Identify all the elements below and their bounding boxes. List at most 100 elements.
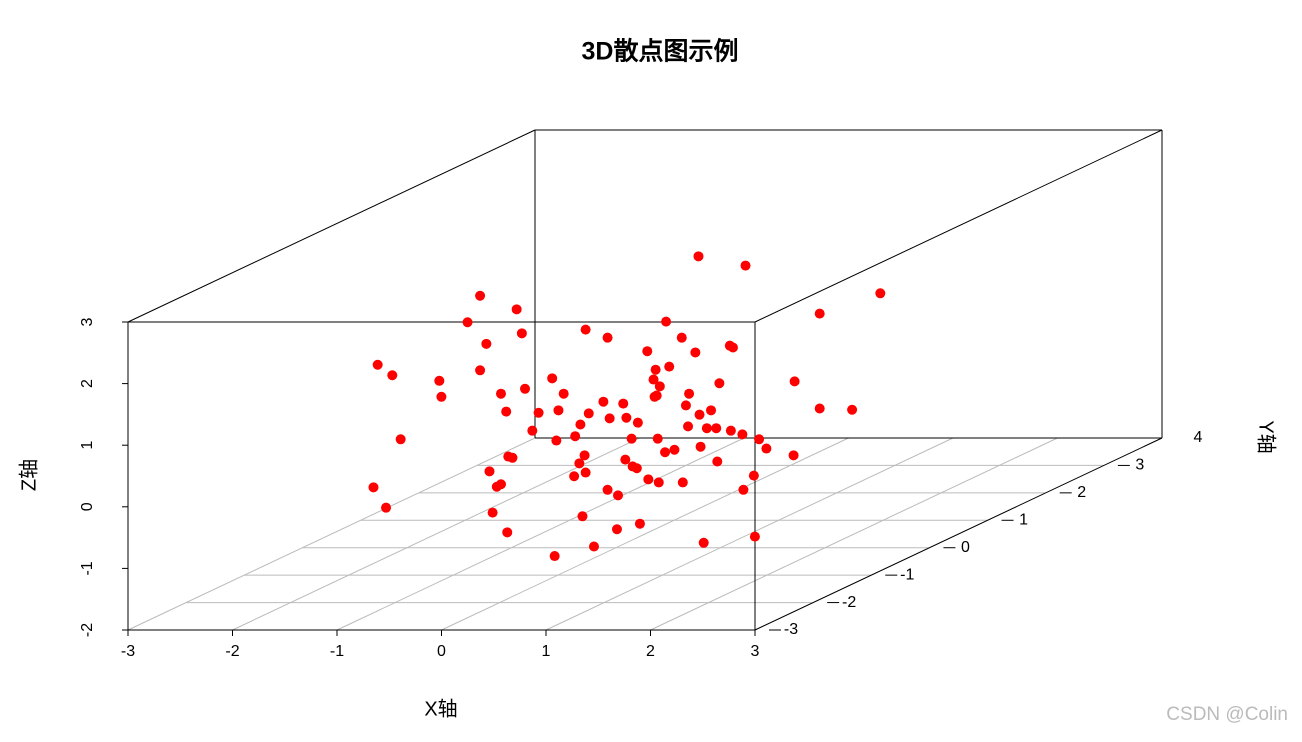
point — [740, 260, 751, 271]
point — [714, 378, 725, 389]
y-tick-label: -3 — [784, 621, 798, 638]
point — [395, 434, 406, 445]
point — [650, 364, 661, 375]
x-tick-label: 0 — [437, 643, 446, 660]
point — [533, 407, 544, 418]
y-tick-label: -1 — [900, 566, 914, 583]
chart-title: 3D散点图示例 — [582, 38, 739, 66]
y-tick-label: -2 — [842, 594, 856, 611]
x-tick-label: -3 — [121, 643, 135, 660]
x-tick-label: 1 — [542, 643, 551, 660]
point — [462, 317, 473, 328]
point — [580, 467, 591, 478]
point — [651, 390, 662, 401]
point — [664, 361, 675, 372]
x-axis-label: X轴 — [424, 697, 457, 720]
point — [570, 431, 581, 442]
grid-line — [545, 437, 954, 631]
point — [725, 425, 736, 436]
point — [875, 288, 886, 299]
point — [613, 490, 624, 501]
point — [660, 447, 671, 458]
point — [575, 419, 586, 430]
point — [789, 376, 800, 387]
point — [495, 388, 506, 399]
point — [677, 477, 688, 488]
point — [520, 383, 531, 394]
point — [558, 388, 569, 399]
point — [643, 474, 654, 485]
point — [583, 408, 594, 419]
point — [669, 444, 680, 455]
point — [487, 507, 498, 518]
point — [694, 409, 705, 420]
z-tick-label: 3 — [79, 317, 96, 326]
point — [602, 332, 613, 343]
point — [698, 537, 709, 548]
point — [693, 251, 704, 262]
box-edge — [754, 437, 1163, 631]
point — [516, 328, 527, 339]
point — [491, 481, 502, 492]
point — [501, 406, 512, 417]
point — [788, 450, 799, 461]
box-edge — [754, 129, 1163, 323]
point — [738, 484, 749, 495]
point — [511, 304, 522, 315]
point — [588, 541, 599, 552]
point — [618, 398, 629, 409]
grid-line — [127, 437, 536, 631]
point — [602, 484, 613, 495]
point — [706, 405, 717, 416]
z-tick-label: 0 — [79, 502, 96, 511]
point — [434, 375, 445, 386]
point — [549, 551, 560, 562]
point — [484, 466, 495, 477]
point — [653, 477, 664, 488]
y-axis-label: Y轴 — [1255, 420, 1278, 453]
point — [654, 381, 665, 392]
point — [648, 374, 659, 385]
z-tick-label: -1 — [79, 561, 96, 575]
point — [604, 413, 615, 424]
z-tick-label: 1 — [79, 441, 96, 450]
point — [737, 429, 748, 440]
y-tick-label: 2 — [1077, 484, 1086, 501]
grid-line — [232, 437, 640, 631]
point — [527, 425, 538, 436]
point — [621, 412, 632, 423]
grid-line — [650, 437, 1058, 631]
point — [684, 388, 695, 399]
point — [569, 471, 580, 482]
point — [502, 527, 513, 538]
point — [611, 524, 622, 535]
point — [631, 463, 642, 474]
point — [372, 359, 383, 370]
point — [712, 456, 723, 467]
point — [577, 511, 588, 522]
point — [661, 316, 672, 327]
y-tick-label: 4 — [1194, 429, 1203, 446]
z-tick-label: 2 — [79, 379, 96, 388]
point — [507, 452, 518, 463]
point — [436, 391, 447, 402]
point — [620, 454, 631, 465]
point — [634, 518, 645, 529]
y-tick-label: 1 — [1019, 512, 1028, 529]
point — [553, 405, 564, 416]
point — [387, 370, 398, 381]
point — [574, 458, 585, 469]
x-tick-label: 2 — [646, 643, 655, 660]
point — [642, 346, 653, 357]
y-tick-label: 0 — [961, 539, 970, 556]
point — [754, 434, 765, 445]
box-edge — [127, 129, 536, 323]
point — [683, 421, 694, 432]
point — [748, 470, 759, 481]
point — [652, 433, 663, 444]
y-tick-label: 3 — [1135, 457, 1144, 474]
point — [626, 433, 637, 444]
point — [695, 441, 706, 452]
